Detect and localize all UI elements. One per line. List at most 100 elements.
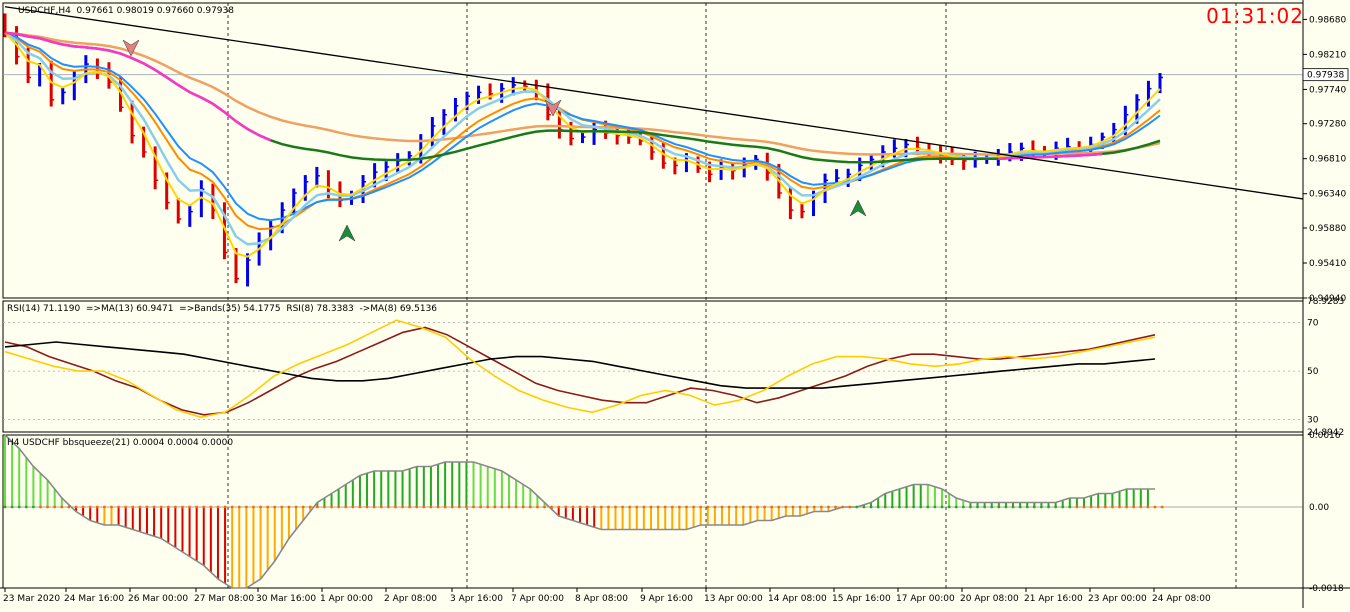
squeeze-dot: [550, 505, 554, 509]
buy-arrow-icon: [338, 224, 356, 242]
squeeze-dot: [344, 505, 348, 509]
squeeze-dot: [10, 505, 14, 509]
rsi-tick-label: 78.9283: [1307, 297, 1344, 307]
price-tick-label: 0.94940: [1309, 294, 1346, 304]
squeeze-dot: [337, 505, 341, 509]
squeeze-dot: [706, 505, 710, 509]
squeeze-dot: [663, 505, 667, 509]
squeeze-dot: [784, 505, 788, 509]
squeeze-dot: [976, 505, 979, 509]
candle-bar: [49, 60, 55, 107]
squeeze-dot: [117, 505, 120, 509]
squeeze-dot: [1089, 505, 1093, 509]
squeeze-dot: [528, 505, 532, 509]
squeeze-dot: [408, 505, 412, 509]
squeeze-dot: [386, 505, 390, 509]
squeeze-dot: [947, 505, 951, 509]
squeeze-dot: [323, 505, 326, 509]
squeeze-dot: [244, 505, 248, 509]
squeeze-dot: [330, 505, 333, 509]
squeeze-dot: [919, 505, 923, 509]
candle-bar: [246, 253, 251, 287]
candle-bar: [731, 162, 736, 180]
candle-bar: [176, 198, 182, 224]
candle-bar: [292, 188, 297, 215]
x-tick-label: 26 Mar 00:00: [128, 594, 188, 604]
rsi-tick-label: 24.8942: [1307, 428, 1344, 438]
squeeze-dot: [252, 505, 255, 509]
current-price-box: [1302, 68, 1349, 82]
x-tick-label: 21 Apr 16:00: [1024, 594, 1083, 604]
candle-bar: [142, 126, 147, 158]
squeeze-dot: [862, 505, 866, 509]
candle-bar: [650, 134, 655, 160]
squeeze-dot: [173, 505, 177, 509]
squeeze-dot: [812, 505, 816, 509]
squeeze-dot: [230, 505, 234, 509]
ma-magenta-segment: [998, 152, 1103, 160]
squeeze-dot: [394, 505, 397, 509]
x-tick-label: 23 Apr 00:00: [1088, 594, 1147, 604]
squeeze-dot: [692, 505, 695, 509]
squeeze-dot: [422, 505, 426, 509]
x-tick-label: 14 Apr 08:00: [768, 594, 827, 604]
x-tick-label: 13 Apr 00:00: [704, 594, 763, 604]
squeeze-dot: [1160, 505, 1164, 509]
countdown-clock: 01:31:02: [1206, 4, 1304, 28]
squeeze-dot: [1096, 505, 1100, 509]
rsi-tick-label: 30: [1307, 416, 1319, 426]
squeeze-dot: [372, 505, 376, 509]
squeeze-dot: [401, 505, 404, 509]
squeeze-dot: [450, 505, 454, 509]
squeeze-dot: [60, 505, 64, 509]
squeeze-dot: [699, 505, 703, 509]
squeeze-dot: [3, 505, 7, 509]
candle-bar: [165, 172, 170, 210]
squeeze-dot: [983, 505, 987, 509]
squeeze-dot: [415, 505, 419, 509]
squeeze-dot: [1125, 505, 1129, 509]
pane-frame-sq: [2, 434, 1304, 589]
squeeze-dot: [81, 505, 85, 509]
price-tick-label: 0.95410: [1309, 259, 1346, 269]
candle-bar: [569, 121, 574, 146]
candle-bar: [119, 77, 124, 112]
squeeze-dot: [1068, 505, 1072, 509]
candle-bar: [581, 132, 586, 144]
squeeze-dot: [763, 505, 766, 509]
squeeze-dot: [954, 505, 958, 509]
squeeze-dot: [259, 505, 262, 509]
squeeze-dot: [152, 505, 156, 509]
squeeze-dot: [1018, 505, 1022, 509]
x-tick-label: 3 Apr 16:00: [450, 594, 503, 604]
squeeze-dot: [606, 505, 610, 509]
squeeze-dot: [677, 505, 681, 509]
squeeze-dot: [188, 505, 191, 509]
squeeze-dot: [1132, 505, 1136, 509]
squeeze-dot: [287, 505, 291, 509]
squeeze-dot: [315, 505, 319, 509]
squeeze-dot: [685, 505, 688, 509]
squeeze-dot: [443, 505, 447, 509]
squeeze-dot: [727, 505, 731, 509]
squeeze-dot: [465, 505, 468, 509]
candle-bar: [130, 100, 136, 144]
squeeze-dot: [990, 505, 994, 509]
squeeze-dot: [507, 505, 511, 509]
squeeze-dot: [756, 505, 759, 509]
squeeze-dot: [1061, 505, 1065, 509]
squeeze-dot: [1111, 505, 1114, 509]
squeeze-dot: [1103, 505, 1107, 509]
squeeze-dot: [1032, 505, 1036, 509]
squeeze-dot: [997, 505, 1001, 509]
squeeze-dot: [592, 505, 596, 509]
squeeze-dot: [436, 505, 440, 509]
squeeze-dot: [599, 505, 603, 509]
squeeze-dot: [1025, 505, 1029, 509]
squeeze-dot: [876, 505, 880, 509]
squeeze-dot: [95, 505, 99, 509]
candle-bar: [188, 204, 193, 227]
x-tick-label: 23 Mar 2020: [3, 594, 60, 604]
x-tick-label: 27 Mar 08:00: [194, 594, 254, 604]
